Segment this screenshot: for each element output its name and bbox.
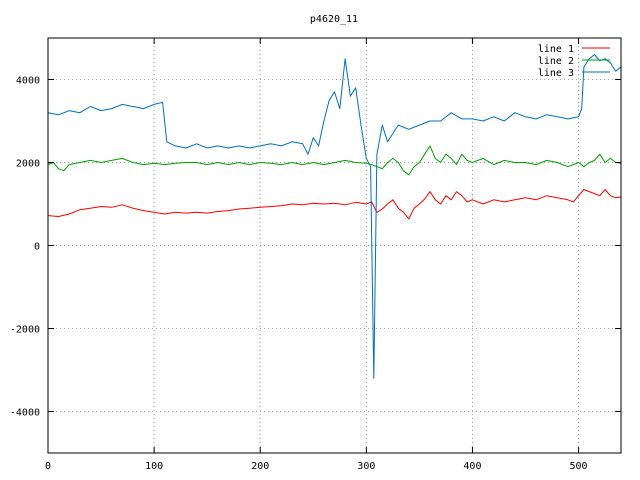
x-tick-label: 400 (463, 461, 481, 472)
x-tick-label: 0 (45, 461, 51, 472)
x-tick-label: 100 (145, 461, 163, 472)
chart-title: p4620_11 (310, 14, 358, 25)
x-tick-label: 500 (570, 461, 588, 472)
series-line-2 (47, 145, 622, 176)
chart-series (47, 54, 622, 379)
y-tick-label: 2000 (16, 159, 40, 170)
x-tick-label: 200 (251, 461, 269, 472)
series-line-3 (47, 54, 622, 379)
plot-frame (47, 37, 622, 454)
x-tick-label: 300 (357, 461, 375, 472)
y-tick-label: -2000 (10, 325, 40, 336)
legend-label: line 1 (538, 44, 574, 55)
y-tick-label: 0 (34, 242, 40, 253)
legend-label: line 2 (538, 56, 574, 67)
chart-ticks: 0 100 200 300 400 500 -4000 -2000 0 2000 4000 (10, 38, 621, 472)
y-tick-label: -4000 (10, 408, 40, 419)
chart-grid (48, 38, 621, 453)
series-line-1 (47, 189, 622, 220)
y-tick-label: 4000 (16, 76, 40, 87)
legend-label: line 3 (538, 68, 574, 79)
